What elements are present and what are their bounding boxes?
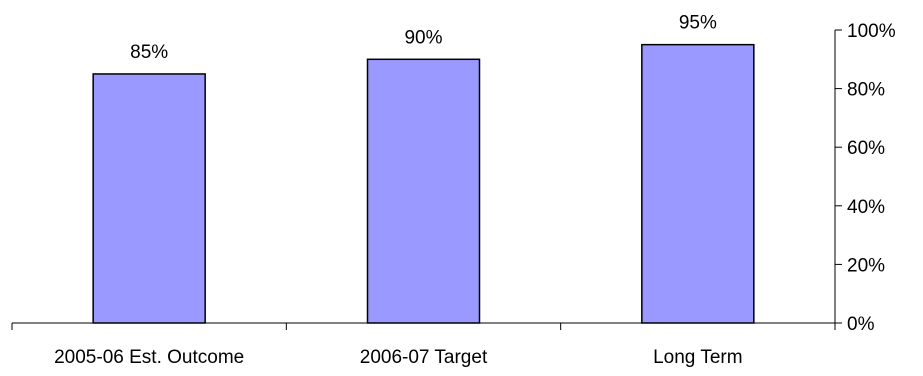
data-label: 95% — [679, 13, 717, 34]
category-label: 2006-07 Target — [360, 347, 488, 368]
y-tick-label: 100% — [847, 21, 896, 42]
category-label: 2005-06 Est. Outcome — [54, 347, 244, 368]
bar — [366, 58, 481, 324]
data-label: 85% — [130, 42, 168, 63]
y-tick-label: 0% — [847, 314, 875, 335]
category-label: Long Term — [653, 347, 742, 368]
y-tick-label: 20% — [847, 255, 885, 276]
y-tick-label: 60% — [847, 138, 885, 159]
y-tick-label: 80% — [847, 80, 885, 101]
x-axis: 2005-06 Est. Outcome 2006-07 Target Long T… — [11, 322, 836, 368]
y-axis: 0% 20% 40% 60% 80% 100% — [834, 21, 896, 335]
plot-area: 85% 90% 95% — [92, 13, 755, 324]
bar — [641, 43, 755, 324]
data-label: 90% — [404, 27, 442, 48]
y-tick-label: 40% — [847, 197, 885, 218]
bar — [92, 73, 206, 324]
